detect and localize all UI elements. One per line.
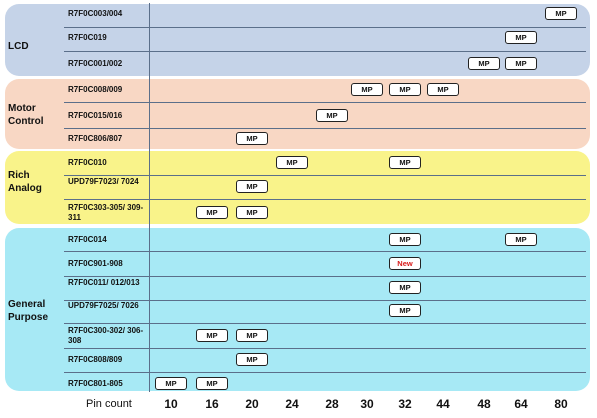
group-label: Motor Control [8, 103, 44, 127]
mp-badge: MP [155, 377, 187, 390]
group-label: General Purpose [8, 299, 49, 323]
axis-tick-label: 48 [477, 397, 491, 411]
mp-badge: MP [236, 180, 268, 193]
axis-tick-label: 44 [436, 397, 450, 411]
mp-badge: MP [389, 83, 421, 96]
axis-tick-label: 10 [164, 397, 178, 411]
device-label: R7F0C300-302/ 306-308 [68, 326, 144, 345]
mp-badge: MP [545, 7, 577, 20]
device-label: UPD79F7023/ 7024 [68, 177, 139, 186]
axis-tick-label: 80 [554, 397, 568, 411]
group-background [5, 228, 590, 391]
axis-title: Pin count [86, 398, 132, 410]
mp-badge: MP [389, 281, 421, 294]
group-label: Rich Analog [8, 170, 42, 194]
mp-badge: MP [389, 233, 421, 246]
mp-badge: MP [316, 109, 348, 122]
mp-badge: MP [427, 83, 459, 96]
row-divider [64, 27, 586, 28]
device-label: UPD79F7025/ 7026 [68, 301, 139, 310]
row-divider [64, 276, 586, 277]
row-divider [64, 348, 586, 349]
mp-badge: MP [389, 156, 421, 169]
mp-badge: MP [505, 31, 537, 44]
axis-tick-label: 32 [398, 397, 412, 411]
row-divider [64, 128, 586, 129]
mp-badge: MP [505, 57, 537, 70]
device-label: R7F0C014 [68, 235, 107, 244]
device-label: R7F0C003/004 [68, 9, 123, 18]
device-label: R7F0C806/807 [68, 134, 123, 143]
device-label: R7F0C019 [68, 33, 107, 42]
device-label: R7F0C808/809 [68, 355, 123, 364]
row-divider [64, 102, 586, 103]
row-divider [64, 199, 586, 200]
device-label: R7F0C001/002 [68, 59, 123, 68]
mp-badge: MP [505, 233, 537, 246]
device-label: R7F0C015/016 [68, 111, 123, 120]
axis-tick-label: 20 [245, 397, 259, 411]
row-divider [64, 51, 586, 52]
mp-badge: MP [468, 57, 500, 70]
group-background [5, 79, 590, 149]
axis-tick-label: 30 [360, 397, 374, 411]
mp-badge: MP [236, 329, 268, 342]
vertical-axis-line [149, 3, 150, 392]
mp-badge: MP [236, 206, 268, 219]
row-divider [64, 372, 586, 373]
device-label: R7F0C008/009 [68, 85, 123, 94]
device-label: R7F0C010 [68, 158, 107, 167]
axis-tick-label: 16 [205, 397, 219, 411]
mp-badge: MP [236, 132, 268, 145]
device-label: R7F0C011/ 012/013 [68, 278, 140, 287]
axis-tick-label: 28 [325, 397, 339, 411]
mp-badge: MP [196, 377, 228, 390]
row-divider [64, 323, 586, 324]
mp-badge: MP [389, 304, 421, 317]
row-divider [64, 175, 586, 176]
device-label: R7F0C303-305/ 309-311 [68, 203, 144, 222]
new-badge: New [389, 257, 421, 270]
mp-badge: MP [351, 83, 383, 96]
device-label: R7F0C901-908 [68, 259, 123, 268]
mp-badge: MP [196, 329, 228, 342]
axis-tick-label: 64 [514, 397, 528, 411]
axis-tick-label: 24 [285, 397, 299, 411]
row-divider [64, 300, 586, 301]
device-label: R7F0C801-805 [68, 379, 123, 388]
mp-badge: MP [236, 353, 268, 366]
row-divider [64, 251, 586, 252]
mp-badge: MP [276, 156, 308, 169]
group-label: LCD [8, 41, 29, 52]
mp-badge: MP [196, 206, 228, 219]
